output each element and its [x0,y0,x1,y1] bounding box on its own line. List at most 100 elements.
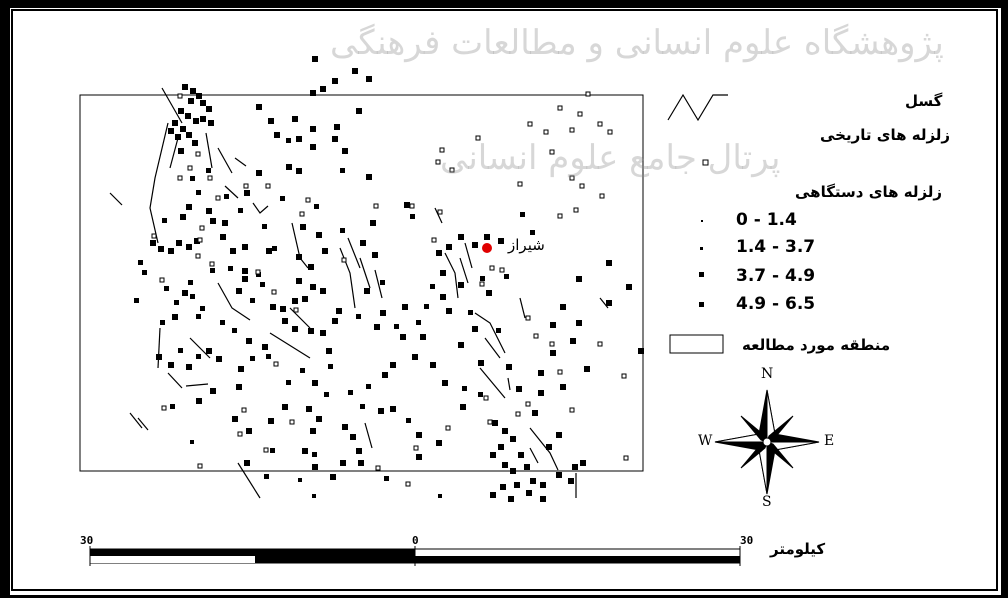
instrumental-earthquake-marker [188,280,193,285]
historical-earthquake-marker [475,135,481,141]
instrumental-earthquake-marker [496,328,501,333]
instrumental-earthquake-marker [540,496,546,502]
fault-line [474,312,506,354]
instrumental-earthquake-marker [216,356,222,362]
instrumental-earthquake-marker [364,288,370,294]
instrumental-earthquake-marker [420,334,426,340]
instrumental-earthquake-marker [236,384,242,390]
instrumental-earthquake-marker [546,444,552,450]
instrumental-earthquake-marker [358,460,364,466]
instrumental-earthquake-marker [334,124,340,130]
historical-earthquake-marker [437,209,443,215]
historical-earthquake-marker [241,407,247,413]
historical-earthquake-marker [549,149,555,155]
legend-range-3: 3.7 - 4.9 [736,266,816,286]
fault-line [185,383,209,387]
instrumental-earthquake-marker [378,408,384,414]
historical-earthquake-marker [525,401,531,407]
instrumental-earthquake-marker [182,290,188,296]
historical-earthquake-marker [187,165,193,171]
historical-earthquake-marker [161,405,167,411]
legend-symbols [667,93,728,354]
fault-line [374,269,383,299]
instrumental-earthquake-marker [506,364,512,370]
instrumental-earthquake-marker [320,330,326,336]
legend-range-1: 0 - 1.4 [736,210,797,230]
historical-earthquake-marker [237,431,243,437]
instrumental-earthquake-marker [342,148,348,154]
instrumental-earthquake-marker [350,434,356,440]
fault-line [252,202,269,214]
instrumental-earthquake-marker [460,404,466,410]
instrumental-earthquake-marker [372,252,378,258]
instrumental-earthquake-marker [370,220,376,226]
compass-north-label: N [761,366,774,382]
instrumental-earthquake-marker [296,168,302,174]
instrumental-earthquake-marker [406,418,411,423]
historical-earthquake-marker [577,111,583,117]
instrumental-earthquake-marker [412,354,418,360]
instrumental-earthquake-marker [190,88,196,94]
instrumental-earthquake-marker [320,288,326,294]
historical-earthquake-marker [199,225,205,231]
instrumental-earthquake-marker [222,220,228,226]
historical-earthquake-marker [479,281,485,287]
historical-earthquake-marker [177,175,183,181]
instrumental-earthquake-marker [246,428,252,434]
instrumental-earthquake-marker [200,100,206,106]
instrumental-earthquake-marker [260,282,265,287]
fault-line [464,242,473,269]
scale-tick-right: 30 [740,534,754,547]
instrumental-earthquake-marker [340,460,346,466]
instrumental-earthquake-marker [478,392,483,397]
historical-earthquake-marker [151,233,157,239]
instrumental-earthquake-marker [502,462,508,468]
historical-earthquake-marker [499,267,505,273]
legend-range-2: 1.4 - 3.7 [736,237,816,257]
instrumental-earthquake-marker [438,494,442,498]
historical-earthquake-marker [209,261,215,267]
instrumental-earthquake-marker [516,386,522,392]
instrumental-earthquake-marker [176,240,182,246]
historical-earthquake-marker [525,315,531,321]
instrumental-earthquake-marker [360,404,365,409]
fault-line [364,422,373,449]
historical-earthquake-marker [573,207,579,213]
compass-west-label: W [698,433,713,449]
instrumental-earthquake-marker [312,56,318,62]
historical-earthquake-marker [449,167,455,173]
instrumental-earthquake-marker [312,380,318,386]
historical-earthquake-marker [549,341,555,347]
instrumental-earthquake-marker [436,250,442,256]
instrumental-earthquake-marker [384,476,389,481]
historical-earthquake-marker [607,129,613,135]
instrumental-earthquake-marker [246,338,252,344]
instrumental-earthquake-marker [230,248,236,254]
historical-earthquake-marker [293,307,299,313]
instrumental-earthquake-marker [186,132,192,138]
scale-unit-label: کیلومتر [770,540,826,558]
fault-line [347,237,361,269]
historical-earthquake-marker [207,175,213,181]
fault-line [234,157,247,167]
instrumental-earthquake-marker [458,282,464,288]
instrumental-earthquake-marker [390,362,396,368]
instrumental-earthquake-marker [510,436,516,442]
legend-range-symbol-2 [700,247,703,250]
instrumental-earthquake-marker [232,416,238,422]
fault-line [529,427,559,471]
instrumental-earthquake-marker [282,404,288,410]
instrumental-earthquake-marker [268,418,274,424]
historical-earthquake-marker [487,419,493,425]
instrumental-earthquake-marker [266,248,272,254]
instrumental-earthquake-marker [360,240,366,246]
instrumental-earthquake-marker [302,296,308,302]
fault-line [444,252,459,299]
instrumental-earthquake-marker [316,232,322,238]
instrumental-earthquake-marker [196,314,201,319]
legend-range-4: 4.9 - 6.5 [736,294,816,314]
instrumental-earthquake-marker [298,478,302,482]
instrumental-earthquake-marker [196,398,202,404]
fault-line [484,337,501,359]
fault-line [109,192,123,206]
